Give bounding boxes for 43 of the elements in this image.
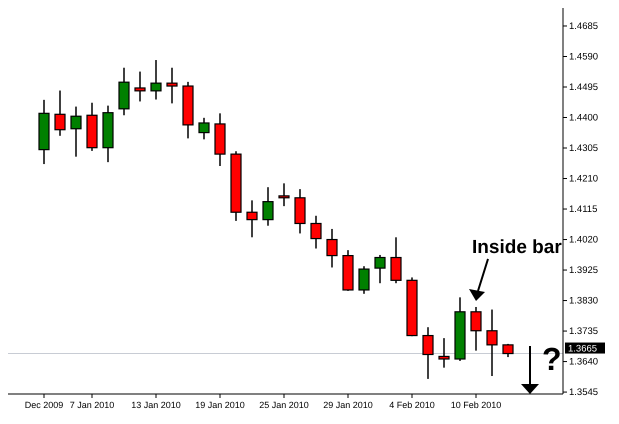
candlestick — [486, 308, 498, 377]
ref-line-label: 1.3665 — [568, 343, 598, 354]
y-tick-label: 1.4020 — [569, 234, 598, 246]
x-tick-label: Dec 2009 — [24, 400, 64, 410]
candlestick — [422, 326, 434, 380]
y-tick-label: 1.4495 — [569, 82, 598, 94]
y-tick-label: 1.3830 — [569, 296, 598, 307]
candlestick — [246, 200, 258, 238]
x-tick-label: 7 Jan 2010 — [70, 400, 114, 410]
x-tick-label: 13 Jan 2010 — [131, 400, 181, 410]
y-tick-label: 1.3735 — [569, 326, 598, 338]
candlestick — [198, 117, 210, 140]
candlestick — [150, 59, 162, 100]
y-tick-label: 1.4400 — [569, 112, 598, 124]
candlestick — [374, 254, 386, 284]
candlestick — [166, 66, 178, 104]
y-tick-label: 1.4210 — [569, 174, 598, 185]
y-tick-label: 1.4115 — [569, 204, 598, 216]
candlestick — [310, 215, 322, 250]
text: ? — [542, 341, 562, 377]
candlestick — [390, 236, 402, 284]
y-tick-label: 1.3545 — [569, 387, 598, 398]
candlestick — [326, 228, 338, 268]
y-tick-label: 1.4685 — [569, 21, 598, 32]
annotation: Inside bar — [472, 236, 562, 258]
x-tick-label: 19 Jan 2010 — [195, 400, 245, 410]
candlestick — [502, 343, 514, 358]
candlestick — [262, 186, 274, 226]
x-tick-label: 25 Jan 2010 — [259, 400, 309, 410]
candlestick — [54, 90, 66, 137]
y-tick-label: 1.4305 — [569, 143, 598, 154]
x-tick-label: 29 Jan 2010 — [323, 400, 373, 410]
candlestick — [278, 182, 290, 207]
x-tick-label: 4 Feb 2010 — [389, 400, 435, 410]
candlestick — [134, 70, 146, 102]
x-tick-label: 10 Feb 2010 — [450, 400, 502, 410]
candlestick — [358, 265, 370, 295]
candlestick — [438, 337, 450, 368]
y-tick-label: 1.3640 — [569, 356, 598, 368]
candlestick — [470, 306, 482, 352]
y-tick-label: 1.4590 — [569, 52, 598, 63]
y-tick-label: 1.3925 — [569, 265, 598, 276]
candlestick — [70, 106, 82, 158]
